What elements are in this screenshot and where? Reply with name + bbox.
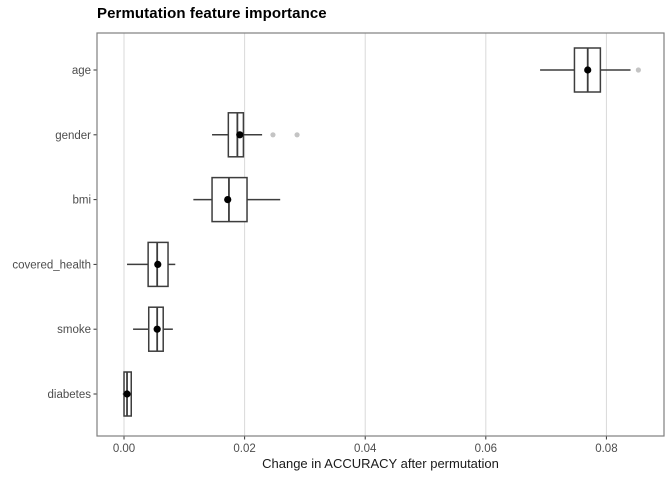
panel-background bbox=[97, 33, 664, 436]
outlier-point-gender bbox=[294, 132, 300, 138]
panel-border bbox=[96, 32, 665, 437]
outlier-point-age bbox=[635, 67, 641, 73]
mean-dot-diabetes bbox=[123, 390, 131, 398]
mean-dot-age bbox=[584, 66, 592, 74]
mean-dot-gender bbox=[236, 131, 244, 139]
y-label-diabetes: diabetes bbox=[48, 389, 92, 401]
chart-title: Permutation feature importance bbox=[97, 5, 327, 22]
y-label-gender: gender bbox=[55, 130, 91, 142]
mean-dot-smoke bbox=[153, 325, 161, 333]
x-tick-label: 0.08 bbox=[595, 443, 617, 455]
x-tick-label: 0.06 bbox=[475, 443, 497, 455]
mean-dot-bmi bbox=[224, 196, 232, 204]
outlier-point-gender bbox=[270, 132, 276, 138]
y-label-bmi: bmi bbox=[72, 195, 91, 207]
mean-dot-covered_health bbox=[154, 260, 162, 268]
y-label-smoke: smoke bbox=[57, 324, 91, 336]
y-label-covered_health: covered_health bbox=[12, 259, 91, 271]
box-gender bbox=[227, 112, 245, 158]
x-axis-title: Change in ACCURACY after permutation bbox=[262, 456, 499, 471]
x-tick-label: 0.04 bbox=[354, 443, 377, 455]
x-tick-label: 0.02 bbox=[233, 443, 255, 455]
y-label-age: age bbox=[72, 65, 91, 77]
x-tick-label: 0.00 bbox=[113, 443, 135, 455]
